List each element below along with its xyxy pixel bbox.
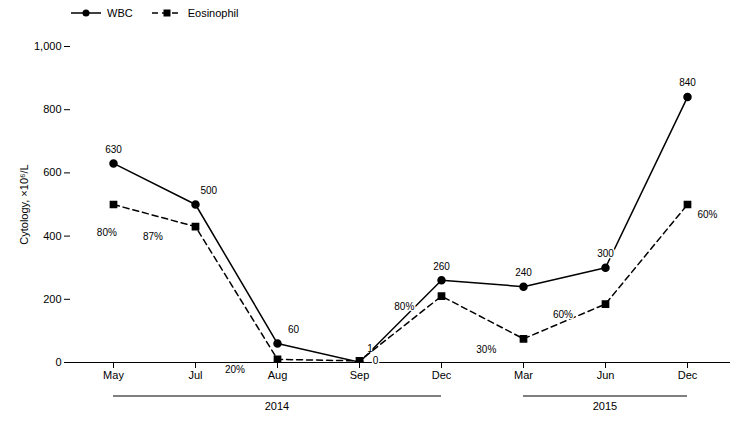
html-text:WBC: WBC — [107, 7, 133, 19]
svg-text:630: 630 — [105, 144, 122, 155]
svg-text:Aug: Aug — [268, 369, 288, 381]
svg-text:80%: 80% — [394, 301, 414, 312]
svg-text:Dec: Dec — [432, 369, 452, 381]
svg-text:300: 300 — [597, 248, 614, 259]
svg-text:400: 400 — [43, 230, 61, 242]
svg-text:600: 600 — [43, 166, 61, 178]
svg-text:Cytology, ×10⁶/L: Cytology, ×10⁶/L — [18, 164, 30, 244]
svg-text:2015: 2015 — [593, 400, 617, 412]
svg-text:60: 60 — [288, 324, 300, 335]
svg-text:Mar: Mar — [514, 369, 533, 381]
svg-text:Sep: Sep — [350, 369, 370, 381]
svg-text:260: 260 — [433, 261, 450, 272]
svg-text:80%: 80% — [97, 227, 117, 238]
svg-text:0: 0 — [373, 355, 379, 366]
svg-text:240: 240 — [515, 267, 532, 278]
svg-text:60%: 60% — [697, 209, 717, 220]
svg-text:87%: 87% — [143, 231, 163, 242]
svg-text:Dec: Dec — [678, 369, 698, 381]
svg-text:Jul: Jul — [188, 369, 202, 381]
svg-text:1,000: 1,000 — [34, 40, 62, 52]
svg-text:Jun: Jun — [597, 369, 615, 381]
html-text:Eosinophil: Eosinophil — [187, 7, 239, 19]
svg-text:840: 840 — [679, 77, 696, 88]
svg-text:2014: 2014 — [265, 400, 289, 412]
svg-text:500: 500 — [200, 185, 217, 196]
svg-text:800: 800 — [43, 103, 61, 115]
svg-text:0: 0 — [55, 356, 61, 368]
svg-text:May: May — [103, 369, 124, 381]
svg-text:200: 200 — [43, 293, 61, 305]
svg-text:60%: 60% — [553, 309, 573, 320]
svg-text:30%: 30% — [476, 344, 496, 355]
svg-text:1: 1 — [367, 343, 373, 354]
svg-text:20%: 20% — [225, 364, 245, 375]
